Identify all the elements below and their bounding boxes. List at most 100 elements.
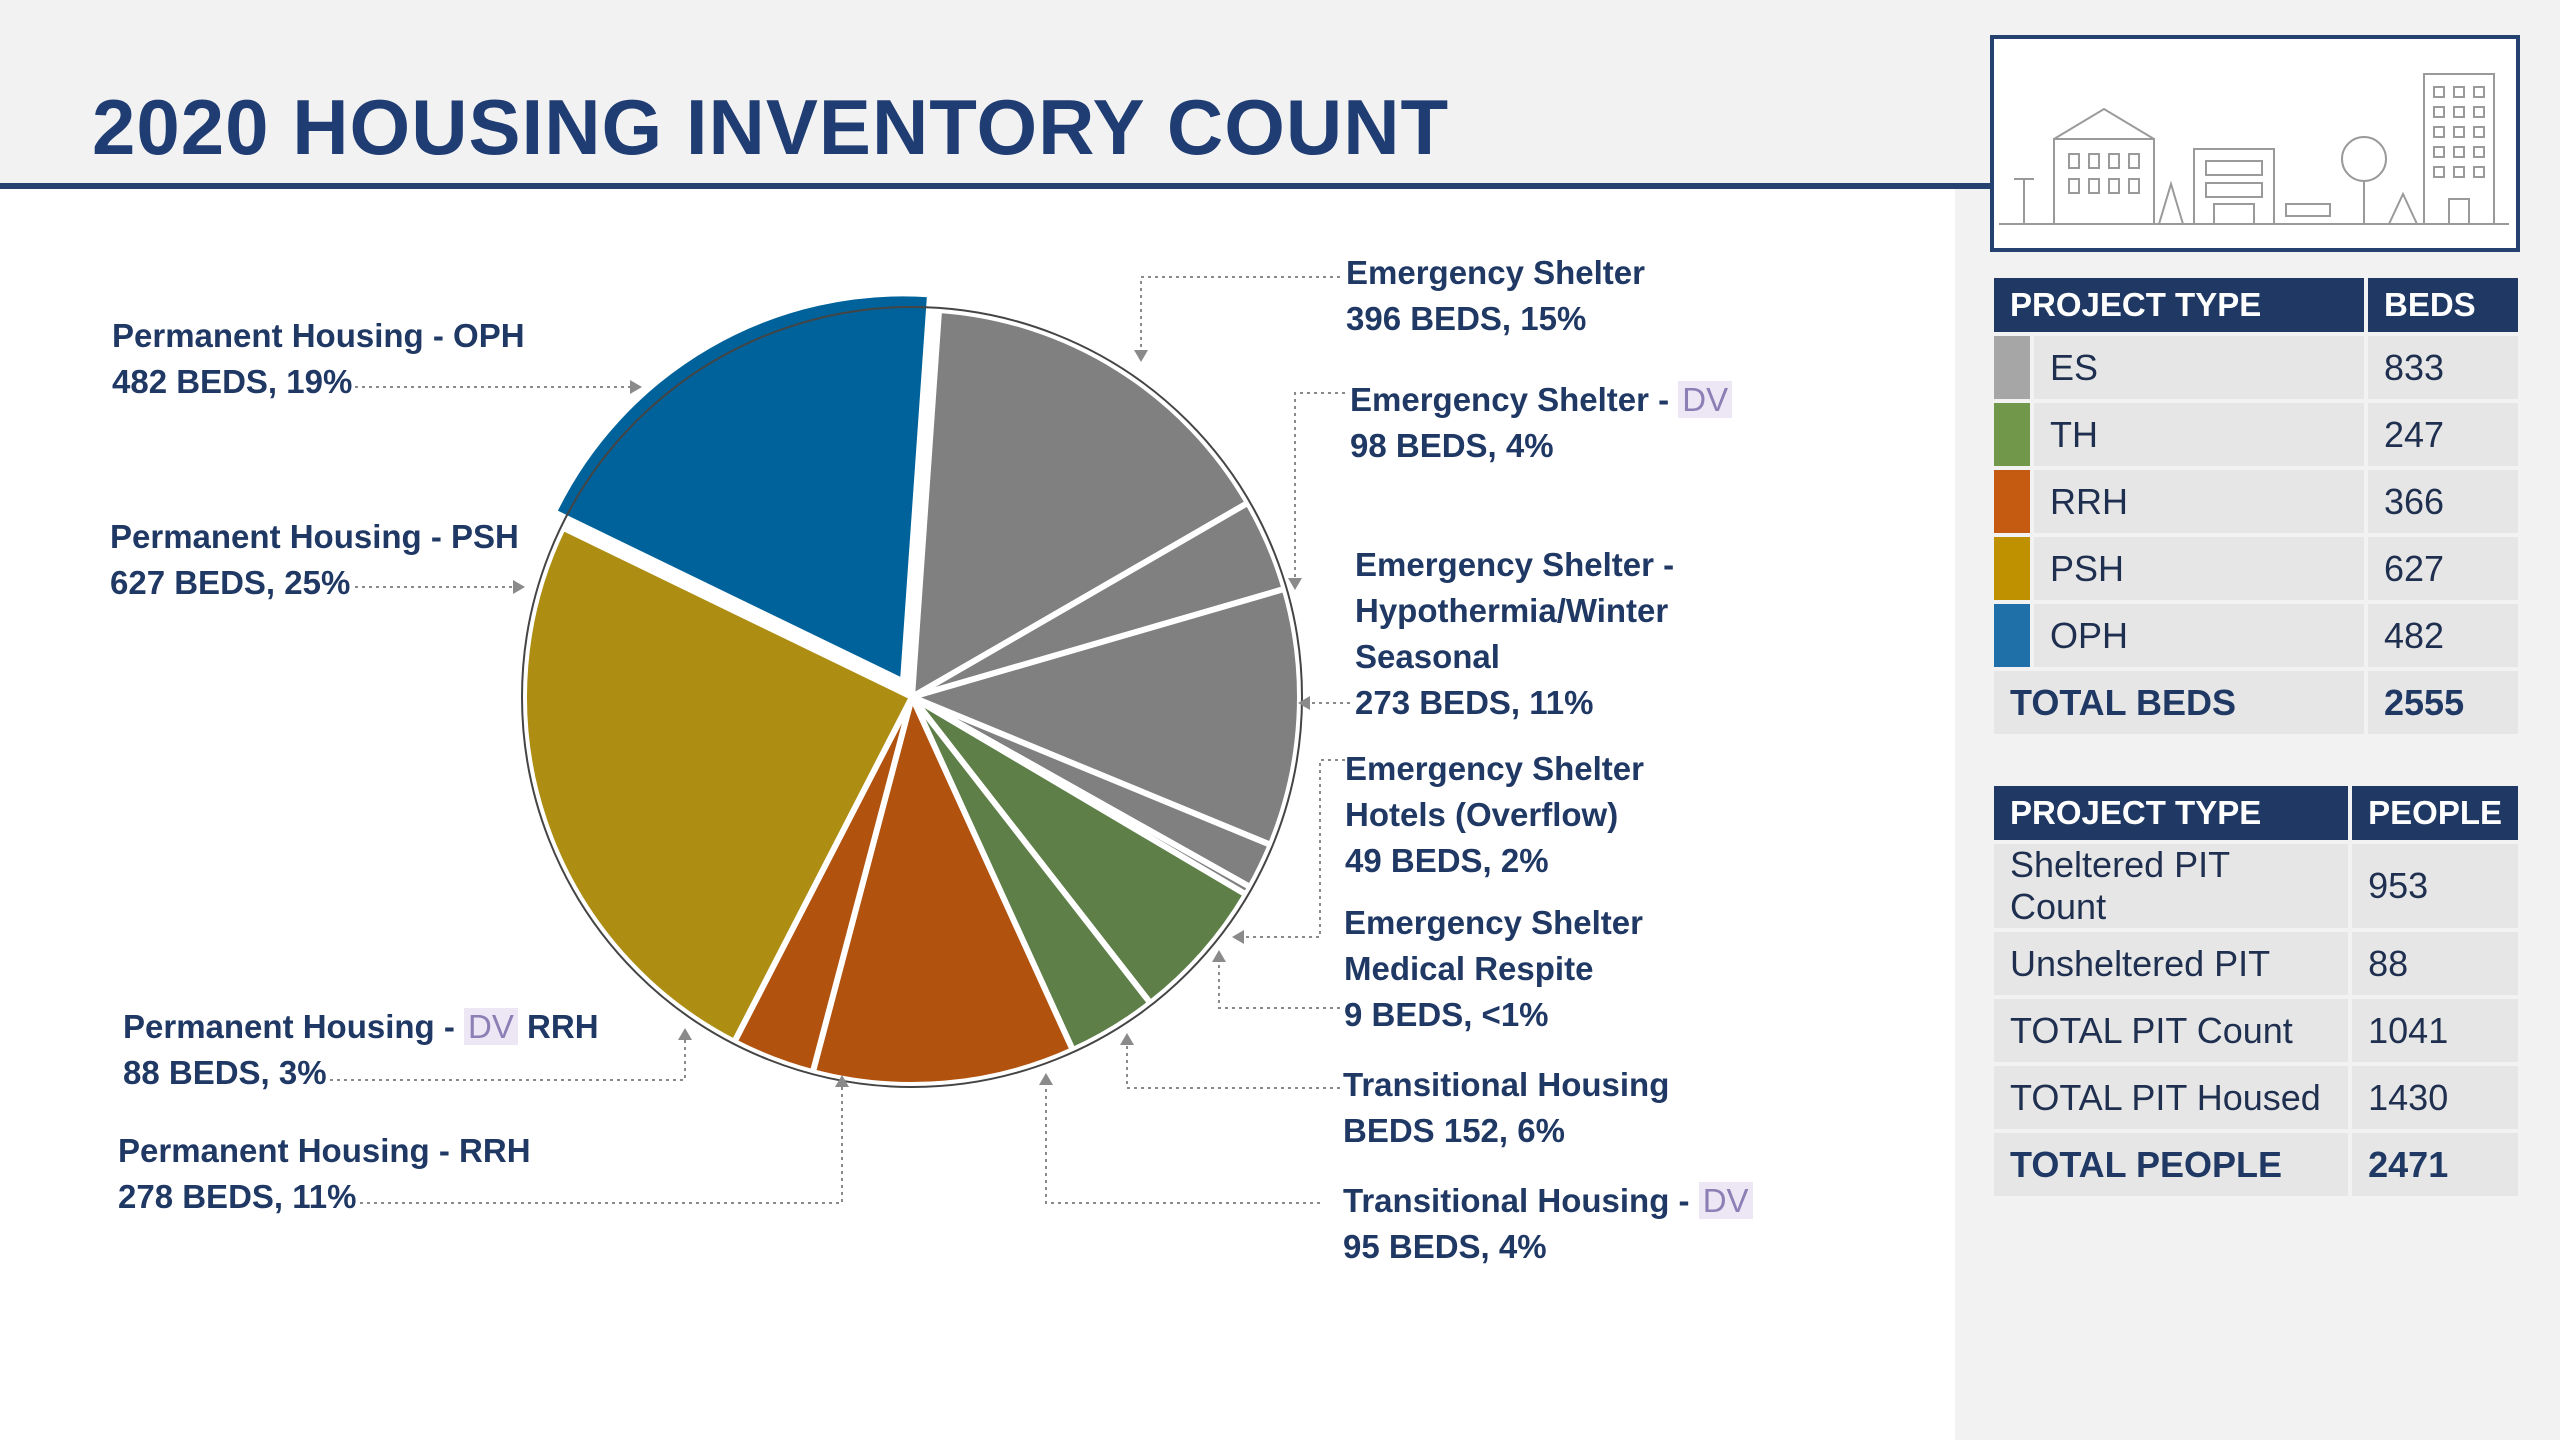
table-row: Unsheltered PIT 88 <box>1994 932 2518 995</box>
label-eshyp-line1: Emergency Shelter - <box>1355 546 1675 583</box>
row-value: 1041 <box>2352 999 2518 1062</box>
arrow-dvrrh <box>678 1028 692 1040</box>
arrow-es <box>1134 350 1148 362</box>
table-row: TH 247 <box>1994 403 2518 466</box>
leader-dvrrh <box>330 1035 686 1081</box>
label-psh-name: Permanent Housing - PSH <box>110 518 519 555</box>
label-oph-name: Permanent Housing - OPH <box>112 317 525 354</box>
people-table-header: PROJECT TYPE PEOPLE <box>1994 786 2518 840</box>
dv-tag: DV <box>1678 381 1733 418</box>
color-swatch <box>1994 403 2030 466</box>
table-row: TOTAL PIT Count 1041 <box>1994 999 2518 1062</box>
total-row: TOTAL PEOPLE 2471 <box>1994 1133 2518 1196</box>
label-emergency-shelter-medical: Emergency Shelter Medical Respite 9 BEDS… <box>1344 900 1643 1038</box>
total-value: 2555 <box>2368 671 2518 734</box>
arrow-thdv <box>1039 1073 1053 1085</box>
label-permanent-housing-dv-rrh: Permanent Housing - DV RRH 88 BEDS, 3% <box>123 1004 599 1096</box>
beds-table-body: ES 833 TH 247 RRH 366 PSH 627 OPH 482 TOTAL BEDS 25… <box>1994 336 2518 734</box>
row-value: 953 <box>2352 844 2518 928</box>
table-row: OPH 482 <box>1994 604 2518 667</box>
label-esdv-name: Emergency Shelter - DV <box>1350 377 1733 423</box>
label-esmed-line1: Emergency Shelter <box>1344 904 1643 941</box>
label-transitional-housing-dv: Transitional Housing - DV 95 BEDS, 4% <box>1343 1178 1753 1270</box>
leader-esmed <box>1218 957 1340 1009</box>
people-table: PROJECT TYPE PEOPLE Sheltered PIT Count 9… <box>1990 782 2522 1200</box>
row-label: ES <box>2034 336 2364 399</box>
skyline-illustration <box>1990 35 2520 252</box>
arrow-psh <box>513 580 525 594</box>
table-row: ES 833 <box>1994 336 2518 399</box>
table-row: TOTAL PIT Housed 1430 <box>1994 1066 2518 1129</box>
label-th-name: Transitional Housing <box>1343 1066 1670 1103</box>
label-emergency-shelter-dv: Emergency Shelter - DV 98 BEDS, 4% <box>1350 377 1733 469</box>
dv-tag: DV <box>1698 1182 1753 1219</box>
label-th-value: BEDS 152, 6% <box>1343 1112 1565 1149</box>
label-rrh-value: 278 BEDS, 11% <box>118 1178 357 1215</box>
label-es-name: Emergency Shelter <box>1346 254 1645 291</box>
total-label: TOTAL PEOPLE <box>1994 1133 2349 1196</box>
table-row: RRH 366 <box>1994 470 2518 533</box>
total-label: TOTAL BEDS <box>1994 671 2364 734</box>
row-value: 833 <box>2368 336 2518 399</box>
beds-header-type: PROJECT TYPE <box>1994 278 2364 332</box>
label-psh-value: 627 BEDS, 25% <box>110 564 351 601</box>
dv-tag: DV <box>464 1008 518 1045</box>
row-value: 88 <box>2352 932 2518 995</box>
pie-slice-emergency-shelter <box>908 306 1253 703</box>
row-value: 627 <box>2368 537 2518 600</box>
row-label: TOTAL PIT Housed <box>1994 1066 2349 1129</box>
label-transitional-housing: Transitional Housing BEDS 152, 6% <box>1343 1062 1669 1154</box>
color-swatch <box>1994 470 2030 533</box>
pie-slice-permanent-housing-psh <box>521 523 917 1046</box>
row-value: 1430 <box>2352 1066 2518 1129</box>
label-permanent-housing-psh: Permanent Housing - PSH 627 BEDS, 25% <box>110 514 519 606</box>
pie-slice-emergency-shelter-hypothermia-winter-seasonal <box>902 585 1303 849</box>
people-header-value: PEOPLE <box>2352 786 2518 840</box>
label-eshot-value: 49 BEDS, 2% <box>1345 842 1549 879</box>
arrow-esdv <box>1288 578 1302 590</box>
label-es-value: 396 BEDS, 15% <box>1346 300 1587 337</box>
row-value: 247 <box>2368 403 2518 466</box>
row-label: OPH <box>2034 604 2364 667</box>
row-value: 366 <box>2368 470 2518 533</box>
label-permanent-housing-oph: Permanent Housing - OPH 482 BEDS, 19% <box>112 313 525 405</box>
arrow-th <box>1120 1033 1134 1045</box>
header: 2020 HOUSING INVENTORY COUNT <box>0 0 1955 185</box>
row-label: TOTAL PIT Count <box>1994 999 2349 1062</box>
label-emergency-shelter-hypothermia: Emergency Shelter - Hypothermia/Winter S… <box>1355 542 1674 726</box>
row-label: Unsheltered PIT <box>1994 932 2349 995</box>
label-thdv-value: 95 BEDS, 4% <box>1343 1228 1547 1265</box>
arrow-oph <box>630 380 642 394</box>
row-label: Sheltered PIT Count <box>1994 844 2349 928</box>
row-label: RRH <box>2034 470 2364 533</box>
total-row: TOTAL BEDS 2555 <box>1994 671 2518 734</box>
leader-rrh <box>360 1082 843 1204</box>
label-thdv-name: Transitional Housing - DV <box>1343 1178 1753 1224</box>
label-esmed-line2: Medical Respite <box>1344 950 1594 987</box>
pie-chart <box>330 276 1350 1204</box>
color-swatch <box>1994 604 2030 667</box>
pie-slice-permanent-housing-rrh <box>809 688 1077 1088</box>
leader-es <box>1140 276 1340 355</box>
label-permanent-housing-rrh: Permanent Housing - RRH 278 BEDS, 11% <box>118 1128 531 1220</box>
leader-esdv <box>1294 392 1345 583</box>
label-rrh-name: Permanent Housing - RRH <box>118 1132 531 1169</box>
pie-outline <box>521 306 1303 1088</box>
table-row: PSH 627 <box>1994 537 2518 600</box>
arrow-rrh <box>835 1075 849 1087</box>
label-eshot-line2: Hotels (Overflow) <box>1345 796 1619 833</box>
beds-table: PROJECT TYPE BEDS ES 833 TH 247 RRH 366 PSH 627… <box>1990 274 2522 738</box>
color-swatch <box>1994 336 2030 399</box>
people-header-type: PROJECT TYPE <box>1994 786 2349 840</box>
header-rule <box>0 183 1998 189</box>
pie-slices <box>521 290 1303 1088</box>
leader-arrows <box>513 350 1310 1087</box>
people-table-body: Sheltered PIT Count 953 Unsheltered PIT 88 T… <box>1994 844 2518 1196</box>
label-emergency-shelter-hotels: Emergency Shelter Hotels (Overflow) 49 B… <box>1345 746 1644 884</box>
label-esdv-value: 98 BEDS, 4% <box>1350 427 1554 464</box>
label-oph-value: 482 BEDS, 19% <box>112 363 353 400</box>
leader-thdv <box>1045 1080 1320 1204</box>
label-eshyp-value: 273 BEDS, 11% <box>1355 684 1594 721</box>
leader-eshot <box>1240 759 1345 938</box>
